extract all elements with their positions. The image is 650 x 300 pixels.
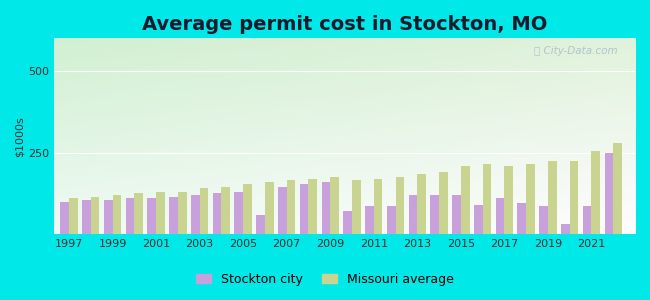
Bar [156, 192, 165, 234]
Bar [91, 196, 99, 234]
Legend: Stockton city, Missouri average: Stockton city, Missouri average [191, 268, 459, 291]
Bar [178, 192, 187, 234]
Bar [409, 195, 417, 234]
Bar [561, 224, 569, 234]
Bar [496, 198, 504, 234]
Bar [430, 195, 439, 234]
Bar [213, 193, 222, 234]
Bar [169, 196, 178, 234]
Bar [256, 214, 265, 234]
Bar [352, 180, 361, 234]
Bar [439, 172, 448, 234]
Bar [396, 177, 404, 234]
Text: ⓘ City-Data.com: ⓘ City-Data.com [534, 46, 618, 56]
Bar [265, 182, 274, 234]
Bar [191, 195, 200, 234]
Bar [604, 153, 613, 234]
Bar [365, 206, 374, 234]
Bar [374, 179, 382, 234]
Bar [322, 182, 330, 234]
Bar [540, 206, 548, 234]
Bar [309, 179, 317, 234]
Bar [613, 143, 622, 234]
Bar [82, 200, 91, 234]
Bar [222, 187, 230, 234]
Bar [104, 200, 112, 234]
Bar [517, 203, 526, 234]
Bar [417, 174, 426, 234]
Bar [387, 206, 396, 234]
Bar [69, 198, 78, 234]
Bar [135, 193, 143, 234]
Bar [474, 205, 482, 234]
Bar [343, 211, 352, 234]
Bar [300, 184, 309, 234]
Bar [452, 195, 461, 234]
Bar [125, 198, 135, 234]
Bar [200, 188, 208, 234]
Bar [235, 192, 243, 234]
Bar [569, 161, 578, 234]
Bar [482, 164, 491, 234]
Bar [148, 198, 156, 234]
Bar [548, 161, 556, 234]
Bar [112, 195, 122, 234]
Bar [278, 187, 287, 234]
Bar [60, 202, 69, 234]
Y-axis label: $1000s: $1000s [15, 116, 25, 157]
Bar [461, 166, 469, 234]
Bar [583, 206, 592, 234]
Bar [287, 180, 295, 234]
Bar [504, 166, 513, 234]
Bar [526, 164, 535, 234]
Title: Average permit cost in Stockton, MO: Average permit cost in Stockton, MO [142, 15, 547, 34]
Bar [330, 177, 339, 234]
Bar [243, 184, 252, 234]
Bar [592, 151, 600, 234]
